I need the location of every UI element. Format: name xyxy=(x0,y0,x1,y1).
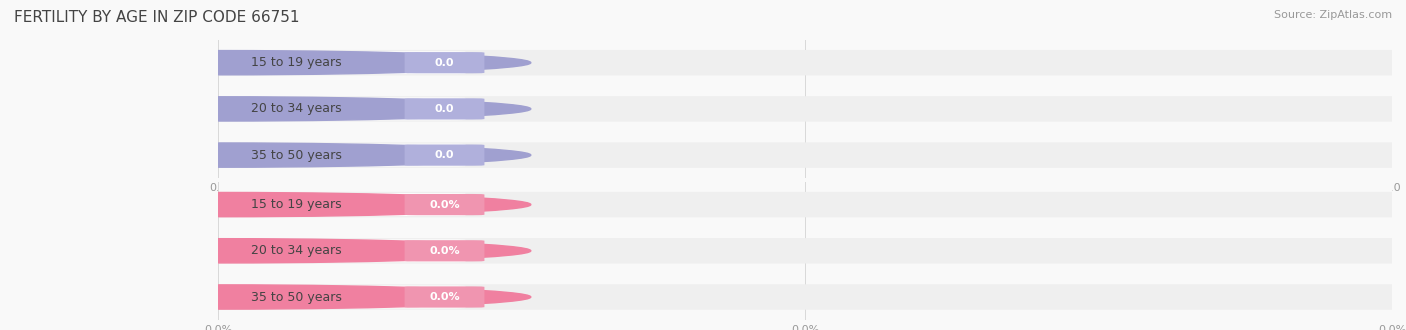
FancyBboxPatch shape xyxy=(208,193,465,216)
FancyBboxPatch shape xyxy=(208,97,465,120)
Circle shape xyxy=(0,192,531,217)
FancyBboxPatch shape xyxy=(405,286,485,308)
Circle shape xyxy=(0,97,531,121)
FancyBboxPatch shape xyxy=(405,194,485,215)
FancyBboxPatch shape xyxy=(200,192,1406,217)
Text: 20 to 34 years: 20 to 34 years xyxy=(250,102,342,115)
FancyBboxPatch shape xyxy=(405,52,485,73)
FancyBboxPatch shape xyxy=(208,51,465,74)
FancyBboxPatch shape xyxy=(200,96,1406,122)
FancyBboxPatch shape xyxy=(208,285,465,309)
Text: 15 to 19 years: 15 to 19 years xyxy=(250,56,342,69)
Text: Source: ZipAtlas.com: Source: ZipAtlas.com xyxy=(1274,10,1392,20)
FancyBboxPatch shape xyxy=(405,98,485,119)
Text: 20 to 34 years: 20 to 34 years xyxy=(250,244,342,257)
Text: 0.0%: 0.0% xyxy=(429,292,460,302)
FancyBboxPatch shape xyxy=(405,145,485,166)
Circle shape xyxy=(0,50,531,75)
Circle shape xyxy=(0,239,531,263)
FancyBboxPatch shape xyxy=(200,238,1406,264)
Text: FERTILITY BY AGE IN ZIP CODE 66751: FERTILITY BY AGE IN ZIP CODE 66751 xyxy=(14,10,299,25)
Text: 0.0: 0.0 xyxy=(434,104,454,114)
Text: 0.0%: 0.0% xyxy=(429,200,460,210)
Circle shape xyxy=(0,143,531,167)
Text: 15 to 19 years: 15 to 19 years xyxy=(250,198,342,211)
FancyBboxPatch shape xyxy=(200,143,1406,168)
FancyBboxPatch shape xyxy=(208,239,465,262)
FancyBboxPatch shape xyxy=(208,144,465,167)
Text: 0.0: 0.0 xyxy=(434,150,454,160)
FancyBboxPatch shape xyxy=(200,50,1406,76)
FancyBboxPatch shape xyxy=(405,240,485,261)
Text: 0.0%: 0.0% xyxy=(429,246,460,256)
Text: 0.0: 0.0 xyxy=(434,58,454,68)
FancyBboxPatch shape xyxy=(200,284,1406,310)
Circle shape xyxy=(0,285,531,309)
Text: 35 to 50 years: 35 to 50 years xyxy=(250,290,342,304)
Text: 35 to 50 years: 35 to 50 years xyxy=(250,148,342,162)
